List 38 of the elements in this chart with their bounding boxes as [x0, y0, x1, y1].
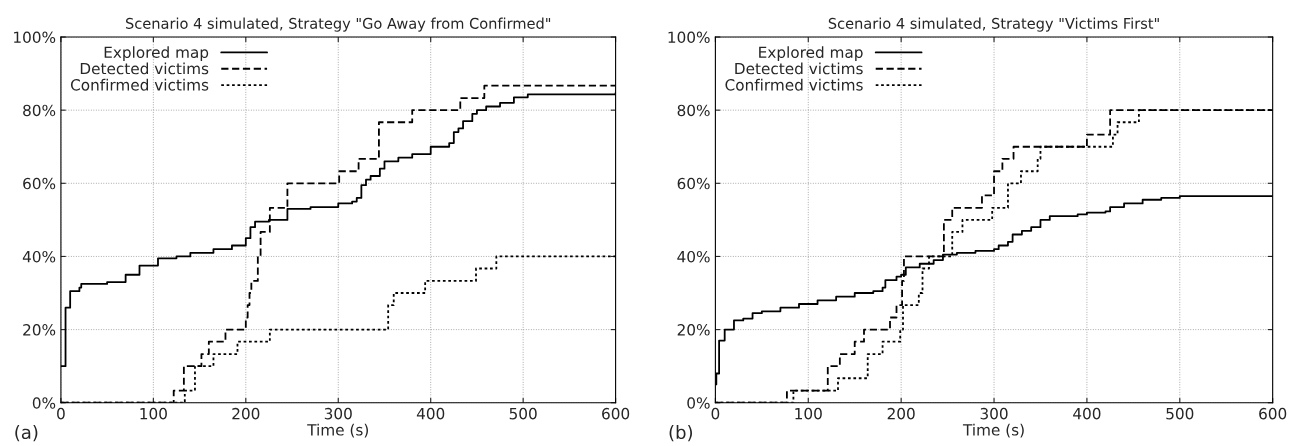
legend-label: Detected victims [735, 62, 863, 75]
legend-label: Explored map [759, 46, 863, 61]
x-tick-label: 0 [711, 407, 720, 420]
legend-label: Explored map [104, 46, 209, 61]
text: (b) [669, 425, 693, 442]
y-tick-label: 20% [677, 324, 710, 336]
y-tick-label: 0% [32, 397, 56, 409]
y-tick-label: 20% [23, 324, 56, 336]
x-tick-label: 0 [57, 407, 65, 420]
x-tick-label: 600 [1259, 407, 1287, 420]
y-tick-label: 80% [677, 104, 710, 117]
x-tick-label: 100 [140, 407, 167, 420]
x-axis-title: Time (s) [962, 423, 1024, 438]
y-tick-label: 80% [23, 104, 56, 117]
y-tick-label: 100% [668, 31, 710, 44]
legend-label: Confirmed victims [725, 78, 863, 91]
chart-title: Scenario 4 simulated, Strategy "Go Away from Confirmed" [126, 17, 551, 32]
legend-label: Confirmed victims [70, 78, 209, 91]
y-tick-label: 40% [677, 250, 710, 263]
x-tick-label: 200 [232, 407, 260, 420]
y-tick-label: 60% [677, 177, 710, 190]
y-tick-label: 60% [23, 177, 56, 190]
y-tick-label: 0% [687, 397, 710, 409]
x-tick-label: 300 [324, 407, 352, 420]
x-tick-label: 500 [1166, 407, 1194, 420]
y-tick-label: 100% [14, 31, 56, 44]
x-tick-label: 600 [602, 407, 630, 420]
x-axis-title: Time (s) [307, 423, 368, 438]
text: (a) [15, 425, 38, 442]
legend-label: Detected victims [80, 62, 209, 75]
x-tick-label: 400 [416, 407, 445, 420]
y-tick-label: 40% [22, 250, 56, 263]
x-tick-label: 400 [1073, 407, 1101, 420]
x-tick-label: 300 [980, 407, 1008, 420]
x-tick-label: 200 [887, 407, 915, 420]
x-tick-label: 500 [509, 407, 537, 420]
x-tick-label: 100 [795, 407, 822, 420]
chart-title: Scenario 4 simulated, Strategy "Victims First" [828, 17, 1159, 32]
